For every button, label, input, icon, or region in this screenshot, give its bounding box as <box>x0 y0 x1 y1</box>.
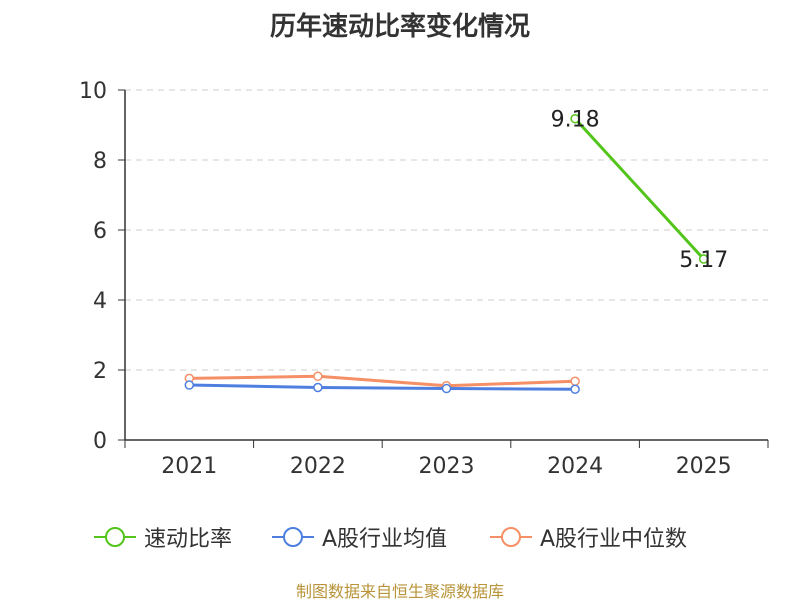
x-tick-label: 2025 <box>676 454 732 479</box>
data-label-2024: 9.18 <box>551 108 600 133</box>
y-tick-label: 10 <box>79 79 107 104</box>
legend-item-1[interactable]: 速动比率 <box>92 519 232 555</box>
x-tick-label: 2024 <box>547 454 603 479</box>
series-line-2 <box>189 383 576 391</box>
legend-label-2: A股行业均值 <box>322 527 448 552</box>
series-line-3 <box>189 374 576 388</box>
series-line-1 <box>573 117 705 261</box>
y-tick-label: 4 <box>93 289 107 314</box>
x-tick-label: 2021 <box>161 454 217 479</box>
y-tick-label: 8 <box>93 149 107 174</box>
legend-swatch-2 <box>272 527 314 547</box>
legend-item-3[interactable]: A股行业中位数 <box>488 519 687 555</box>
source-note: 制图数据来自恒生聚源数据库 <box>295 582 504 601</box>
x-tick-label: 2023 <box>419 454 475 479</box>
data-point-s2-2023 <box>441 383 452 394</box>
legend-label-3: A股行业中位数 <box>540 527 688 552</box>
y-tick-label: 2 <box>93 359 107 384</box>
legend-swatch-1 <box>94 527 136 547</box>
gridlines <box>125 89 768 371</box>
data-point-s1-2025 <box>698 254 709 264</box>
data-label-2025: 5.17 <box>679 248 728 273</box>
data-point-s1-2024 <box>570 113 580 124</box>
y-tick-label: 6 <box>93 219 107 244</box>
y-tick-label: 0 <box>93 429 107 454</box>
axes: 0 2 4 6 8 10 2021 2022 2023 2024 2025 <box>79 79 769 479</box>
data-point-s3-2022 <box>313 371 323 382</box>
chart-title: 历年速动比率变化情况 <box>269 12 530 42</box>
series-layer <box>184 113 709 394</box>
data-point-s3-2024 <box>570 376 580 386</box>
legend-item-2[interactable]: A股行业均值 <box>270 519 447 555</box>
legend-label-1: 速动比率 <box>144 527 233 552</box>
legend-swatch-3 <box>490 527 532 547</box>
data-point-s2-2022 <box>313 382 323 393</box>
legend: 速动比率 A股行业均值 A股行业中位数 <box>0 519 800 555</box>
x-tick-label: 2022 <box>290 454 346 479</box>
data-point-s2-2021 <box>184 380 195 390</box>
data-point-s2-2024 <box>570 384 580 394</box>
data-labels: 9.18 5.17 <box>551 108 729 273</box>
